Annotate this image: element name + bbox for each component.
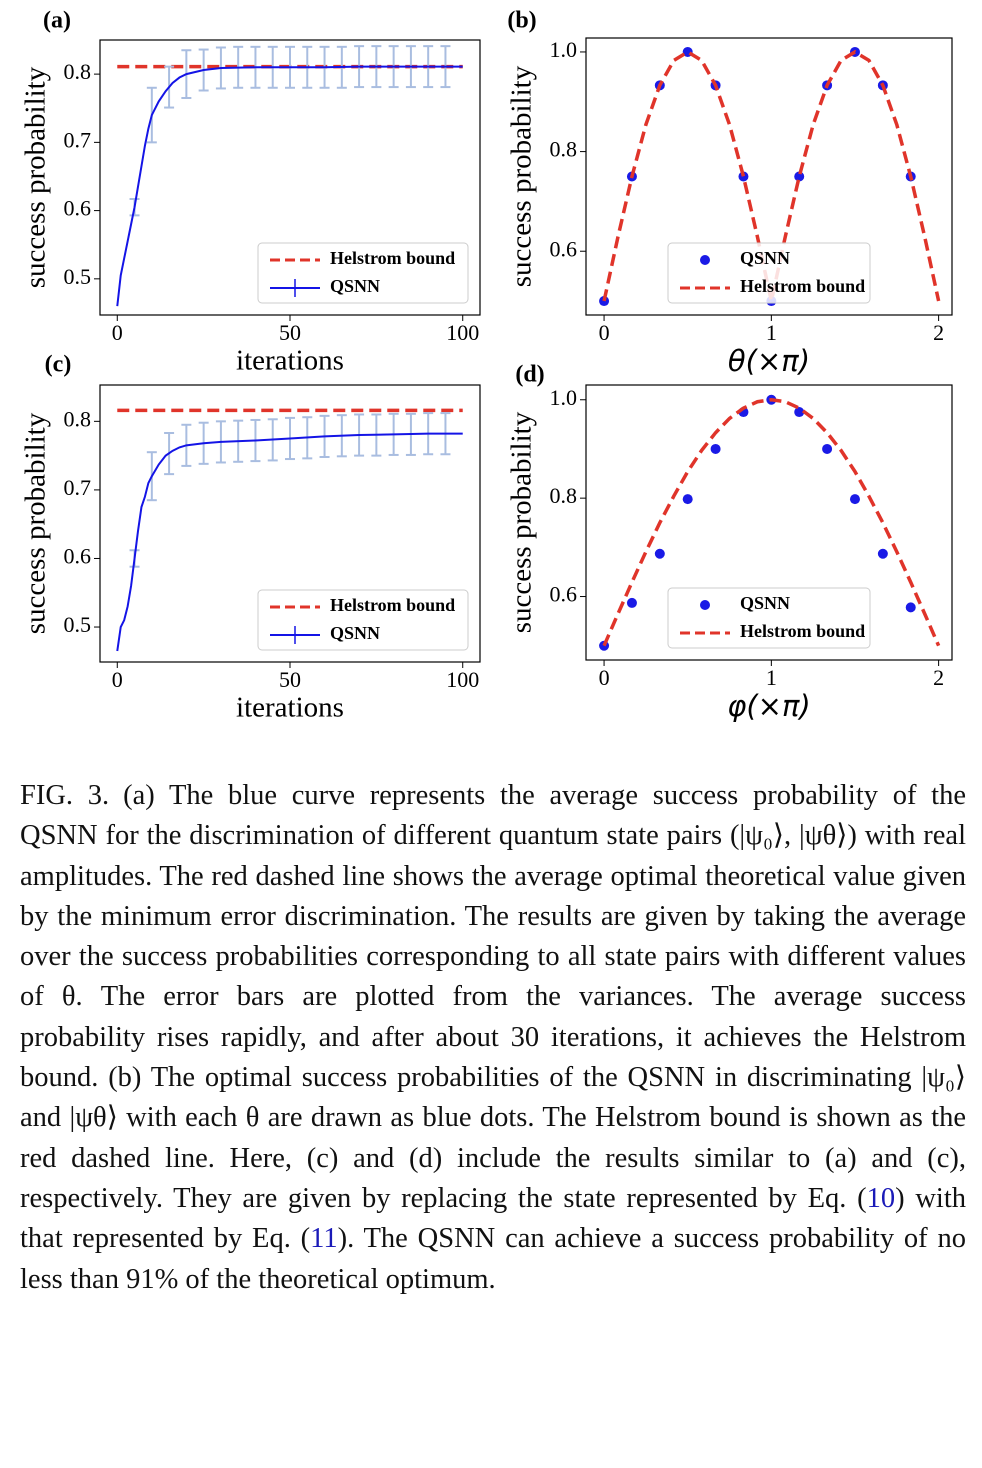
dot xyxy=(626,597,637,608)
caption: FIG. 3. (a) The blue curve represents the… xyxy=(20,776,966,1300)
dot xyxy=(877,548,888,559)
y-tick-label: 0.5 xyxy=(64,264,92,289)
legend-marker xyxy=(700,255,710,265)
legend-label: QSNN xyxy=(740,248,790,268)
x-tick-label: 1 xyxy=(766,320,777,345)
x-tick-label: 0 xyxy=(112,667,123,692)
dot xyxy=(738,171,749,182)
axes-frame xyxy=(99,384,481,663)
y-tick-label: 0.6 xyxy=(550,236,578,261)
x-axis-label: iterations xyxy=(236,345,344,377)
y-axis-label: success probability xyxy=(20,66,52,288)
legend-label: Helstrom bound xyxy=(330,248,455,268)
caption-text: (a) The blue curve represents the averag… xyxy=(20,780,966,1214)
plot-area xyxy=(116,45,463,307)
y-tick-label: 0.7 xyxy=(64,127,92,152)
plot-area xyxy=(599,394,941,651)
x-tick-label: 0 xyxy=(599,320,610,345)
legend: QSNN Helstrom bound xyxy=(667,242,871,304)
x-tick-label: 100 xyxy=(446,667,479,692)
y-tick-label: 1.0 xyxy=(550,385,578,410)
y-tick-label: 0.6 xyxy=(550,582,578,607)
caption-text: ). The QSNN can achieve a success probab… xyxy=(20,1223,966,1295)
legend: Helstrom bound QSNN xyxy=(257,589,469,651)
line xyxy=(116,65,463,307)
panel: (d) φ(×π) success probability 0 1 2 0.6 0.8 1.0 Q… xyxy=(506,362,953,723)
plot-area xyxy=(116,408,463,652)
caption-label: FIG. 3. xyxy=(20,780,110,811)
y-tick-label: 1.0 xyxy=(550,37,578,62)
x-tick-label: 50 xyxy=(279,320,301,345)
y-tick-label: 0.5 xyxy=(64,612,92,637)
x-tick-label: 2 xyxy=(933,320,944,345)
line xyxy=(602,397,941,647)
panel-label: (d) xyxy=(515,362,544,388)
dot xyxy=(710,443,721,454)
dot xyxy=(794,407,805,418)
equation-ref[interactable]: 10 xyxy=(866,1182,896,1214)
dot xyxy=(905,602,916,613)
panel-label: (b) xyxy=(507,8,536,34)
x-tick-label: 0 xyxy=(112,320,123,345)
dot xyxy=(794,171,805,182)
y-tick-label: 0.8 xyxy=(64,406,92,431)
panel: (c) iterations success probability 0 50 100 0.… xyxy=(20,352,481,724)
line xyxy=(602,49,941,302)
y-tick-label: 0.6 xyxy=(64,544,92,569)
dot xyxy=(654,548,665,559)
legend-label: QSNN xyxy=(740,593,790,613)
panel: (a) iterations success probability 0 50 100 0.… xyxy=(20,8,481,377)
y-tick-label: 0.6 xyxy=(64,196,92,221)
legend: QSNN Helstrom bound xyxy=(667,587,871,649)
panel-label: (c) xyxy=(45,352,72,378)
x-tick-label: 0 xyxy=(599,665,610,690)
legend-label: Helstrom bound xyxy=(740,621,865,641)
y-tick-label: 0.8 xyxy=(550,137,578,162)
axes-frame xyxy=(99,39,481,316)
axes-frame xyxy=(585,37,953,316)
legend-label: Helstrom bound xyxy=(740,276,865,296)
line xyxy=(116,432,463,652)
panel: (b) θ(×π) success probability 0 1 2 0.6 0.8 1.0 Q… xyxy=(506,8,953,378)
x-axis-label: φ(×π) xyxy=(727,689,811,723)
legend-label: Helstrom bound xyxy=(330,595,455,615)
y-axis-label: success probability xyxy=(506,65,538,287)
caption-text: ) with that represented by Eq. ( xyxy=(20,1182,966,1255)
panel-label: (a) xyxy=(43,8,71,34)
equation-ref[interactable]: 11 xyxy=(310,1223,338,1255)
dot xyxy=(849,494,860,505)
axes-frame xyxy=(585,384,953,661)
y-axis-label: success probability xyxy=(506,411,538,633)
y-tick-label: 0.8 xyxy=(550,483,578,508)
legend: Helstrom bound QSNN xyxy=(257,242,469,304)
x-tick-label: 1 xyxy=(766,665,777,690)
legend-marker xyxy=(700,600,710,610)
dot xyxy=(822,443,833,454)
y-axis-label: success probability xyxy=(20,412,52,634)
legend-label: QSNN xyxy=(330,623,380,643)
dot xyxy=(682,494,693,505)
x-tick-label: 50 xyxy=(279,667,301,692)
y-tick-label: 0.8 xyxy=(64,59,92,84)
x-axis-label: iterations xyxy=(236,692,344,724)
x-tick-label: 2 xyxy=(933,665,944,690)
x-tick-label: 100 xyxy=(446,320,479,345)
y-tick-label: 0.7 xyxy=(64,475,92,500)
plot-area xyxy=(599,46,941,307)
legend-label: QSNN xyxy=(330,276,380,296)
x-axis-label: θ(×π) xyxy=(728,344,810,378)
